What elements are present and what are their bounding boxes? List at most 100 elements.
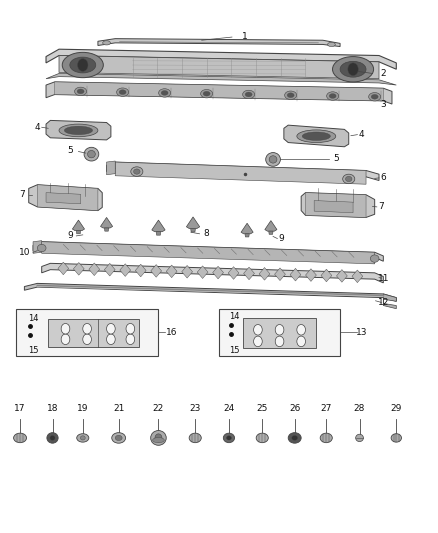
Polygon shape bbox=[72, 220, 85, 231]
Polygon shape bbox=[336, 270, 347, 282]
Bar bbox=[16, 309, 159, 356]
Circle shape bbox=[106, 334, 115, 344]
Polygon shape bbox=[244, 267, 254, 280]
Polygon shape bbox=[182, 265, 193, 278]
Circle shape bbox=[83, 324, 92, 334]
Ellipse shape bbox=[62, 52, 103, 78]
Polygon shape bbox=[29, 185, 102, 211]
Ellipse shape bbox=[327, 92, 339, 100]
Text: 15: 15 bbox=[229, 346, 240, 356]
Circle shape bbox=[61, 324, 70, 334]
Text: 9: 9 bbox=[67, 231, 73, 240]
Polygon shape bbox=[46, 82, 392, 104]
Polygon shape bbox=[104, 228, 109, 231]
Ellipse shape bbox=[64, 126, 92, 135]
Ellipse shape bbox=[329, 94, 336, 99]
Ellipse shape bbox=[119, 90, 126, 94]
Ellipse shape bbox=[288, 433, 301, 443]
Text: 29: 29 bbox=[391, 405, 402, 414]
Polygon shape bbox=[25, 284, 396, 301]
Text: 25: 25 bbox=[257, 405, 268, 414]
Text: 4: 4 bbox=[35, 123, 40, 132]
Text: 24: 24 bbox=[223, 405, 235, 414]
Ellipse shape bbox=[112, 433, 126, 443]
Ellipse shape bbox=[343, 174, 355, 184]
Ellipse shape bbox=[50, 435, 55, 440]
Ellipse shape bbox=[391, 434, 402, 442]
Text: 9: 9 bbox=[279, 234, 285, 243]
Ellipse shape bbox=[340, 61, 366, 77]
Bar bbox=[48, 319, 139, 346]
Polygon shape bbox=[120, 264, 131, 277]
Ellipse shape bbox=[117, 88, 129, 96]
Text: 17: 17 bbox=[14, 405, 26, 414]
Text: 14: 14 bbox=[229, 312, 240, 321]
Ellipse shape bbox=[203, 91, 210, 96]
Circle shape bbox=[106, 324, 115, 334]
Polygon shape bbox=[104, 263, 115, 276]
Text: 3: 3 bbox=[381, 100, 386, 109]
Polygon shape bbox=[46, 120, 111, 140]
Polygon shape bbox=[275, 268, 286, 280]
Ellipse shape bbox=[134, 169, 140, 174]
Text: 7: 7 bbox=[378, 203, 384, 212]
Ellipse shape bbox=[292, 435, 297, 440]
Polygon shape bbox=[46, 74, 396, 85]
Circle shape bbox=[297, 336, 305, 346]
Ellipse shape bbox=[77, 89, 84, 94]
Ellipse shape bbox=[131, 167, 143, 176]
Polygon shape bbox=[89, 263, 100, 276]
Circle shape bbox=[61, 334, 70, 344]
Polygon shape bbox=[269, 231, 273, 235]
Circle shape bbox=[126, 334, 134, 344]
Polygon shape bbox=[46, 192, 81, 204]
Ellipse shape bbox=[77, 434, 89, 442]
Ellipse shape bbox=[223, 433, 235, 443]
Circle shape bbox=[83, 334, 92, 344]
Polygon shape bbox=[106, 162, 379, 181]
Polygon shape bbox=[213, 266, 223, 279]
Ellipse shape bbox=[155, 434, 162, 442]
Polygon shape bbox=[187, 217, 200, 229]
Ellipse shape bbox=[256, 433, 268, 443]
Ellipse shape bbox=[266, 152, 280, 166]
Ellipse shape bbox=[302, 132, 330, 140]
Polygon shape bbox=[74, 263, 84, 275]
Ellipse shape bbox=[226, 436, 231, 440]
Polygon shape bbox=[156, 232, 161, 235]
Text: 8: 8 bbox=[203, 229, 209, 238]
Polygon shape bbox=[314, 200, 353, 213]
Ellipse shape bbox=[369, 93, 381, 101]
Text: 23: 23 bbox=[190, 405, 201, 414]
Ellipse shape bbox=[189, 433, 201, 443]
Polygon shape bbox=[245, 234, 249, 237]
Ellipse shape bbox=[297, 130, 336, 142]
Polygon shape bbox=[33, 241, 383, 261]
Text: 13: 13 bbox=[356, 328, 367, 337]
Ellipse shape bbox=[320, 433, 332, 443]
Ellipse shape bbox=[245, 92, 252, 97]
Text: 15: 15 bbox=[28, 346, 38, 356]
Polygon shape bbox=[42, 263, 383, 283]
Text: 26: 26 bbox=[289, 405, 300, 414]
Polygon shape bbox=[191, 229, 195, 232]
Ellipse shape bbox=[346, 176, 352, 182]
Ellipse shape bbox=[356, 434, 364, 442]
Polygon shape bbox=[305, 192, 366, 217]
Text: 11: 11 bbox=[378, 273, 389, 282]
Polygon shape bbox=[265, 221, 277, 231]
Bar bbox=[219, 309, 340, 356]
Polygon shape bbox=[106, 161, 115, 175]
Circle shape bbox=[297, 325, 305, 335]
Polygon shape bbox=[37, 185, 98, 211]
Text: 21: 21 bbox=[113, 405, 124, 414]
Polygon shape bbox=[98, 39, 340, 46]
Circle shape bbox=[348, 63, 358, 76]
Ellipse shape bbox=[243, 90, 255, 99]
Text: 1: 1 bbox=[242, 31, 248, 41]
Ellipse shape bbox=[59, 124, 98, 137]
Circle shape bbox=[254, 336, 262, 346]
Ellipse shape bbox=[201, 90, 213, 98]
Text: 16: 16 bbox=[166, 328, 177, 337]
Circle shape bbox=[275, 325, 284, 335]
